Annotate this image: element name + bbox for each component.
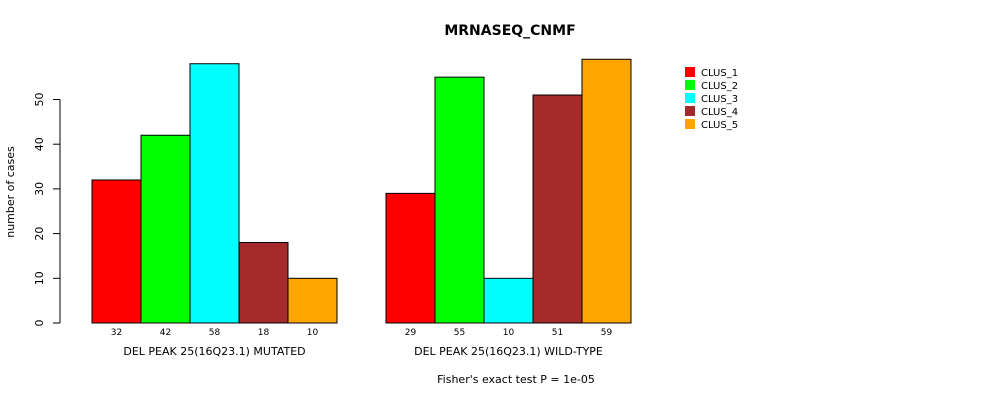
y-tick-label: 0: [33, 320, 46, 327]
legend-label: CLUS_4: [701, 107, 738, 118]
bar-value-label: 29: [405, 328, 417, 338]
group-label: DEL PEAK 25(16Q23.1) MUTATED: [123, 345, 305, 358]
y-tick-label: 20: [33, 227, 46, 241]
bar-value-label: 42: [160, 328, 171, 338]
legend-label: CLUS_5: [701, 120, 738, 131]
bar-clus-3: [483, 277, 534, 324]
legend-swatch: [685, 106, 695, 116]
bar-clus-4: [532, 94, 583, 324]
group-labels: DEL PEAK 25(16Q23.1) MUTATED DEL PEAK 25(…: [123, 345, 603, 358]
bar-clus-1: [91, 179, 142, 324]
y-tick-label: 10: [33, 271, 46, 285]
legend-swatch: [685, 93, 695, 103]
y-tick-label: 40: [33, 137, 46, 151]
bar-value-label: 32: [111, 328, 122, 338]
legend-swatch: [685, 119, 695, 129]
bar-clus-5: [287, 277, 338, 324]
legend-label: CLUS_2: [701, 81, 738, 92]
legend-label: CLUS_3: [701, 94, 738, 105]
bar-value-label: 18: [258, 328, 270, 338]
bar-clus-4: [238, 242, 289, 324]
bar-value-label: 10: [503, 328, 515, 338]
y-axis-label: number of cases: [4, 146, 17, 238]
bar-value-label: 51: [552, 328, 563, 338]
legend-label: CLUS_1: [701, 68, 738, 79]
bar-clus-2: [140, 134, 191, 324]
bar-value-label: 58: [209, 328, 221, 338]
bar-value-label: 55: [454, 328, 465, 338]
legend-swatch: [685, 80, 695, 90]
y-tick-label: 30: [33, 182, 46, 196]
legend: CLUS_1 CLUS_2 CLUS_3 CLUS_4 CLUS_5: [685, 67, 738, 131]
bar-clus-2: [434, 76, 485, 324]
chart-title: MRNASEQ_CNMF: [444, 23, 575, 39]
bar-value-label: 10: [307, 328, 319, 338]
footnote: Fisher's exact test P = 1e-05: [437, 373, 595, 386]
bar-clus-1: [385, 192, 436, 324]
bar-value-label: 59: [601, 328, 613, 338]
bar-clus-5: [581, 58, 632, 324]
bars: 32 42 58 18 10 29 55 10 51 59: [91, 58, 632, 338]
group-label: DEL PEAK 25(16Q23.1) WILD-TYPE: [414, 345, 603, 358]
y-tick-label: 50: [33, 93, 46, 107]
y-axis: 0 10 20 30 40 50: [33, 93, 61, 327]
bar-clus-3: [189, 63, 240, 324]
legend-swatch: [685, 67, 695, 77]
